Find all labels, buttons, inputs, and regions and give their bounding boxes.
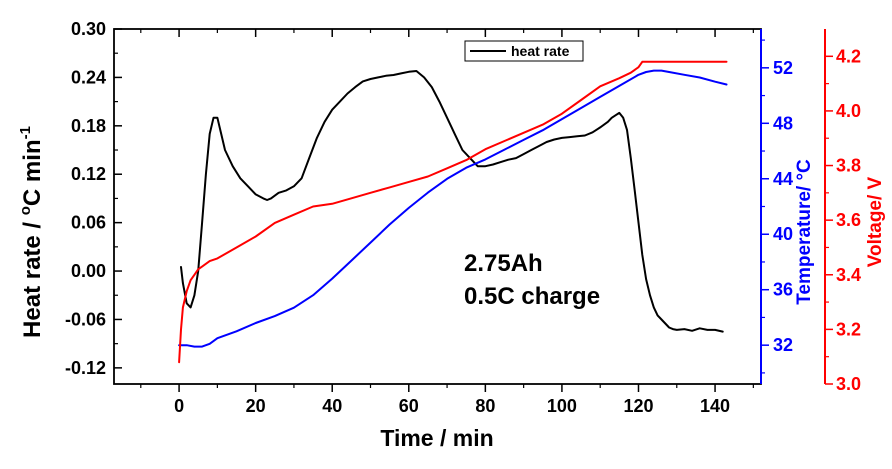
x-tick-label-60: 60 <box>399 396 419 416</box>
left-axis-title-exponent: -1 <box>17 126 34 139</box>
x-tick-label-40: 40 <box>322 396 342 416</box>
x-tick-label-100: 100 <box>547 396 577 416</box>
temperature-tick-label-48: 48 <box>773 113 793 133</box>
left-axis-title: Heat rate / oC min-1 <box>17 126 46 338</box>
annotation-rate: 0.5C charge <box>464 283 600 310</box>
temperature-axis-ticks: 32 36 40 44 48 52 <box>761 39 793 374</box>
left-tick-label-2: 0.00 <box>71 261 106 281</box>
top-axis-ticks <box>140 29 754 37</box>
x-tick-label-80: 80 <box>475 396 495 416</box>
left-tick-label-7: 0.30 <box>71 19 106 39</box>
left-axis-title-unit: C min <box>19 139 46 206</box>
temperature-tick-label-36: 36 <box>773 280 793 300</box>
left-tick-label-3: 0.06 <box>71 213 106 233</box>
voltage-tick-label-6: 4.2 <box>836 46 861 66</box>
series-layer <box>178 60 728 364</box>
annotation-capacity: 2.75Ah <box>464 250 543 277</box>
left-axis-title-degree: o <box>17 206 34 215</box>
voltage-tick-label-5: 4.0 <box>836 101 861 121</box>
left-tick-label-6: 0.24 <box>71 67 106 87</box>
series-line-temperature <box>178 69 728 348</box>
legend-label-heat-rate: heat rate <box>511 43 570 59</box>
voltage-axis-title: Voltage/ V <box>865 176 886 267</box>
plot-frame <box>113 28 762 385</box>
x-tick-label-20: 20 <box>246 396 266 416</box>
voltage-tick-label-2: 3.4 <box>836 265 861 285</box>
legend-box <box>464 40 584 62</box>
voltage-tick-label-0: 3.0 <box>836 374 861 394</box>
temperature-tick-label-44: 44 <box>773 169 793 189</box>
legend: heat rate <box>464 40 584 62</box>
left-axis-title-main: Heat rate / <box>19 215 46 338</box>
x-tick-label-140: 140 <box>700 396 730 416</box>
series-line-heat-rate <box>180 70 724 333</box>
voltage-axis-ticks: 3.0 3.2 3.4 3.6 3.8 4.0 4.2 <box>825 46 861 394</box>
temperature-tick-label-32: 32 <box>773 335 793 355</box>
x-tick-label-120: 120 <box>623 396 653 416</box>
left-tick-label-0: -0.12 <box>65 358 106 378</box>
x-tick-label-0: 0 <box>174 396 184 416</box>
left-tick-label-1: -0.06 <box>65 309 106 329</box>
left-tick-label-5: 0.18 <box>71 116 106 136</box>
x-axis-ticks: 0 20 40 60 80 100 120 140 <box>140 384 754 416</box>
voltage-tick-label-3: 3.6 <box>836 210 861 230</box>
temperature-tick-label-40: 40 <box>773 224 793 244</box>
series-line-voltage <box>178 60 728 364</box>
voltage-tick-label-1: 3.2 <box>836 319 861 339</box>
temperature-tick-label-52: 52 <box>773 58 793 78</box>
voltage-tick-label-4: 3.8 <box>836 156 861 176</box>
left-axis-ticks: -0.12 -0.06 0.00 0.06 0.12 0.18 0.24 0.30 <box>65 19 122 378</box>
temperature-axis-title: Temperature/ °C <box>794 159 815 305</box>
left-tick-label-4: 0.12 <box>71 164 106 184</box>
x-axis-title: Time / min <box>380 425 493 451</box>
